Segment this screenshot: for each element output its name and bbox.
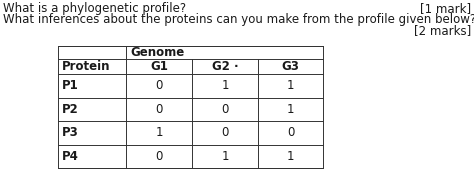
Text: P3: P3 [62,126,79,139]
Text: What is a phylogenetic profile?: What is a phylogenetic profile? [3,2,186,15]
Text: 1: 1 [221,79,229,92]
Text: Genome: Genome [130,46,184,59]
Text: [2 marks]: [2 marks] [414,24,471,37]
Text: 0: 0 [287,126,294,139]
Text: [1 mark]: [1 mark] [420,2,471,15]
Text: G3: G3 [282,60,300,73]
Text: G1: G1 [150,60,168,73]
Text: P4: P4 [62,150,79,163]
Text: 0: 0 [155,79,163,92]
Text: 1: 1 [287,150,294,163]
Text: 1: 1 [221,150,229,163]
Text: 0: 0 [221,126,228,139]
Text: 1: 1 [155,126,163,139]
Bar [58,46,323,168]
Text: G2 ·: G2 · [212,60,238,73]
Text: 1: 1 [287,103,294,116]
Text: 0: 0 [155,150,163,163]
Text: 0: 0 [221,103,228,116]
Text: 1: 1 [287,79,294,92]
Text: P2: P2 [62,103,79,116]
Text: What inferences about the proteins can you make from the profile given below?: What inferences about the proteins can y… [3,13,474,26]
Text: 0: 0 [155,103,163,116]
Text: Protein: Protein [62,60,110,73]
Text: P1: P1 [62,79,79,92]
